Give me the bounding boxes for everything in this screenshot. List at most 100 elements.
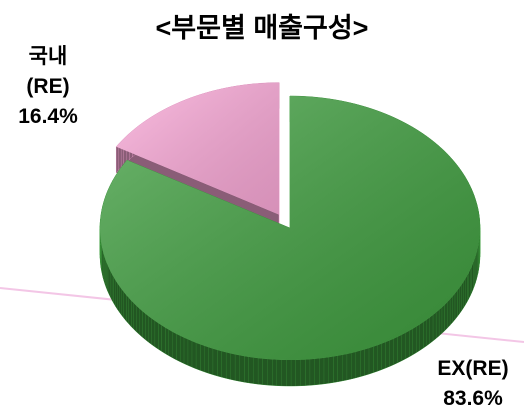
slice-side-shade xyxy=(449,296,453,326)
slice-side-shade xyxy=(139,308,143,337)
slice-side-shade xyxy=(158,323,162,352)
slice-side-shade xyxy=(267,359,273,386)
slice-side-shade xyxy=(208,347,213,375)
slice-side-shade xyxy=(217,349,222,378)
slice-side-shade xyxy=(221,351,226,379)
slice-side-shade xyxy=(401,332,406,361)
slice-side-shade xyxy=(161,325,166,354)
slice-side-shade xyxy=(435,309,439,339)
slice-side-shade xyxy=(305,359,310,386)
slice-side-shade xyxy=(253,357,258,385)
value-label: 16.4% xyxy=(18,105,78,128)
slice-side-shade xyxy=(333,355,338,383)
slice-side-shade xyxy=(105,258,107,288)
slice-side-shade xyxy=(397,334,402,363)
slice-side-shade xyxy=(195,342,201,371)
slice-side-shade xyxy=(116,143,119,173)
slice-side-shade xyxy=(438,307,442,336)
slice-side-shade xyxy=(473,260,475,290)
slice-side-shade xyxy=(244,356,249,383)
slice-side-shade xyxy=(454,290,458,320)
slice-side-shade xyxy=(444,301,448,331)
slice-side-shade xyxy=(133,303,137,332)
slice-highlight xyxy=(116,82,280,215)
slice-side-shade xyxy=(323,357,329,384)
slice-highlight xyxy=(100,96,480,360)
slice-side-shade xyxy=(257,358,263,385)
slice-side-shade xyxy=(342,353,347,381)
slice-side-shade xyxy=(172,331,177,360)
slice-side-shade xyxy=(461,281,464,311)
slice-side-shade xyxy=(471,263,474,293)
slice-side-shade xyxy=(412,326,417,355)
slice-side-shade xyxy=(426,317,430,346)
slice-side-shade xyxy=(447,299,450,328)
slice-side-shade xyxy=(295,359,301,386)
slice-side-shade xyxy=(212,348,218,376)
category-label: 국내 (RE) xyxy=(26,45,70,98)
slice-side-shade xyxy=(234,354,240,382)
slice-side-shade xyxy=(337,354,343,382)
slice-side-shade xyxy=(309,358,315,386)
slice-side-shade xyxy=(474,257,476,287)
slice-side-shade xyxy=(107,264,109,294)
slice-side-shade xyxy=(187,339,192,368)
slice-side-shade xyxy=(108,267,111,297)
slice-side-shade xyxy=(262,358,268,386)
slice-side-shade xyxy=(111,273,114,304)
slice-side-shade xyxy=(239,355,245,383)
slice-side-shade xyxy=(409,328,413,357)
slice-side-shade xyxy=(364,348,369,376)
slice-side-shade xyxy=(145,313,149,342)
slice-side-shade xyxy=(314,358,320,385)
slice-side-shade xyxy=(276,359,282,386)
slice-side-shade xyxy=(368,346,374,375)
slice-side-shade xyxy=(432,312,436,341)
slice-side-shade xyxy=(126,294,129,324)
slice-side-shade xyxy=(191,341,196,369)
slice-side-shade xyxy=(142,310,146,340)
slice-side-shade xyxy=(154,320,159,350)
slice-side-shade xyxy=(351,351,356,379)
slice-side-shade xyxy=(248,356,254,384)
slice-side-shade xyxy=(468,269,471,299)
slice-side-shade xyxy=(300,359,306,386)
slice-side-shade xyxy=(119,286,122,315)
slice-side-shade xyxy=(423,319,427,349)
slice-side-shade xyxy=(355,350,361,378)
value-label: 83.6% xyxy=(443,387,503,410)
slice-side-shade xyxy=(346,352,352,380)
slice-side-shade xyxy=(117,283,120,313)
slice-side-shade xyxy=(204,345,209,374)
slice-side-shade xyxy=(151,318,155,347)
slice-side-shade xyxy=(179,335,184,364)
slice-side-shade xyxy=(377,343,382,372)
slice-side-shade xyxy=(176,333,180,362)
slice-side-shade xyxy=(136,305,140,335)
slice-side-shade xyxy=(115,280,118,310)
slice-label: EX(RE) 83.6% xyxy=(425,354,521,414)
slice-side-shade xyxy=(128,297,132,327)
chart-title: <부문별 매출구성> xyxy=(155,13,369,43)
slice-side-shade xyxy=(148,315,152,345)
slice-side-shade xyxy=(168,329,173,358)
slice-side-shade xyxy=(373,345,378,373)
slice-side-shade xyxy=(110,270,112,300)
slice-side-shade xyxy=(272,359,277,386)
slice-side-shade xyxy=(393,336,398,365)
slice-side-shade xyxy=(419,322,424,351)
slice-side-shade xyxy=(131,300,134,330)
slice-side-shade xyxy=(328,356,334,384)
slice-side-shade xyxy=(200,344,205,372)
slice-side-shade xyxy=(470,266,472,296)
slice-side-shade xyxy=(429,314,433,344)
slice-side-shade xyxy=(389,338,394,367)
slice-side-shade xyxy=(286,359,291,386)
slice-side-shade xyxy=(183,337,188,366)
slice-label: 국내 (RE) 16.4% xyxy=(8,42,88,132)
slice-side-shade xyxy=(463,278,466,308)
slice-side-shade xyxy=(121,288,124,318)
slice-side-shade xyxy=(106,261,108,291)
slice-side-shade xyxy=(281,359,287,386)
